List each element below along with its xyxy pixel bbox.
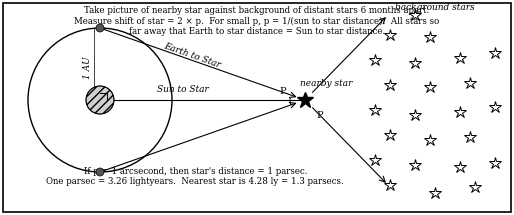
Text: Sun to Star: Sun to Star — [157, 85, 208, 94]
Text: P: P — [317, 111, 323, 120]
Text: nearby star: nearby star — [300, 80, 353, 89]
Text: If p = 1 arcsecond, then star's distance = 1 parsec.
One parsec = 3.26 lightyear: If p = 1 arcsecond, then star's distance… — [46, 167, 344, 186]
Circle shape — [86, 86, 114, 114]
Circle shape — [96, 24, 104, 32]
Text: Take picture of nearby star against background of distant stars 6 months apart.
: Take picture of nearby star against back… — [75, 6, 439, 36]
Circle shape — [96, 168, 104, 176]
Text: Earth to Star: Earth to Star — [163, 42, 222, 70]
Text: 1 AU: 1 AU — [83, 56, 93, 79]
Text: P: P — [280, 88, 286, 97]
Text: background stars: background stars — [395, 3, 475, 12]
